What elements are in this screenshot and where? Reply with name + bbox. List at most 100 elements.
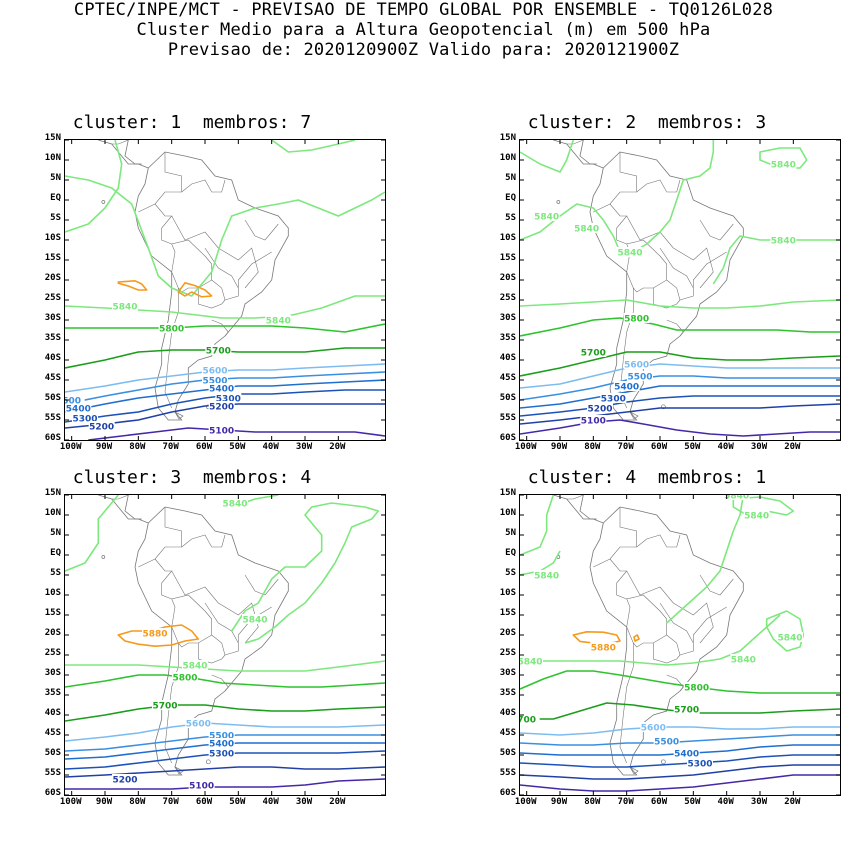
- contour-label-bg: [640, 722, 667, 732]
- lat-tick-label: 25S: [499, 293, 516, 303]
- lat-tick-label: 25S: [44, 648, 61, 658]
- lat-tick-label: 55S: [44, 413, 61, 423]
- contour-label: 5840: [724, 495, 749, 502]
- lon-tick-label: 90W: [95, 797, 113, 807]
- lon-tick-label: 40W: [262, 797, 279, 807]
- contour-label: 5840: [266, 317, 291, 327]
- lon-tick-label: 100W: [59, 797, 82, 807]
- map-frame: 5840 5840 5840 5840 5880 5840 5840 5800 5700 5600…: [519, 494, 841, 796]
- lat-tick-label: 30S: [499, 313, 516, 323]
- contour-label-bg: [208, 401, 235, 411]
- map-frame: 5840 5840 5840 5840 5840 5800 5700 5600 5500 5400…: [519, 139, 841, 441]
- contour-line: [177, 282, 213, 298]
- contour-line: [759, 147, 808, 169]
- contour-label-bg: [208, 738, 235, 748]
- contour-label: 5300: [209, 750, 234, 760]
- map-frame: 5840 5840 5800 5700 5600 5500 5400 5300 5200 5100…: [64, 139, 386, 441]
- lat-tick-label: 40S: [44, 353, 61, 363]
- lon-tick-label: 20W: [329, 442, 346, 452]
- lon-tick-label: 30W: [295, 442, 313, 452]
- lat-tick-label: 30S: [499, 668, 516, 678]
- contour-label: 5400: [614, 383, 639, 393]
- chart-title-line-1: CPTEC/INPE/MCT - PREVISAO DE TEMPO GLOBA…: [73, 0, 774, 20]
- contour-label: 5500: [202, 377, 227, 387]
- lat-tick-label: 60S: [499, 433, 516, 443]
- lat-tick-label: 15N: [44, 133, 61, 143]
- contour-label: 5840: [574, 225, 599, 235]
- contour-label-bg: [152, 700, 178, 710]
- lat-tick-label: 60S: [499, 788, 516, 798]
- contour-label: 5400: [674, 750, 699, 760]
- contour-label: 5840: [731, 656, 756, 666]
- contour-line: [520, 317, 840, 337]
- contour-label: 5400: [209, 385, 234, 395]
- lat-tick-label: EQ: [505, 548, 516, 558]
- lon-tick-label: 20W: [784, 797, 801, 807]
- contour-label: 5840: [242, 616, 267, 626]
- contour-label-bg: [533, 211, 560, 221]
- contour-label-bg: [182, 660, 208, 670]
- contour-line: [88, 427, 385, 440]
- contour-line: [765, 610, 805, 652]
- contour-label-bg: [580, 347, 607, 357]
- lon-tick-label: 70W: [162, 797, 179, 807]
- lat-tick-label: 10N: [499, 153, 516, 163]
- contour-label-bg: [653, 736, 680, 746]
- contour-line: [65, 323, 385, 333]
- panel-title: cluster: 1 membros: 7: [72, 112, 312, 133]
- contour-label: 5840: [771, 237, 796, 247]
- contour-label: 5880: [142, 630, 167, 640]
- contour-label-bg: [743, 510, 770, 520]
- lon-tick-label: 30W: [750, 442, 768, 452]
- contour-line: [65, 722, 385, 742]
- lon-tick-label: 80W: [584, 797, 601, 807]
- lat-tick-label: 15S: [499, 608, 516, 618]
- contour-label-bg: [687, 758, 713, 768]
- contour-line: [520, 395, 840, 417]
- lat-tick-label: 40S: [499, 708, 516, 718]
- contour-label: 5840: [744, 512, 769, 522]
- contour-line: [520, 363, 840, 389]
- lat-tick-label: 50S: [44, 393, 61, 403]
- contour-label: 5300: [687, 760, 712, 770]
- contour-line: [520, 351, 840, 377]
- contour-line: [666, 495, 745, 624]
- lon-tick-label: 60W: [650, 442, 668, 452]
- lat-tick-label: 10S: [499, 233, 516, 243]
- contour-label: 5300: [216, 395, 241, 405]
- contour-label: 5200: [89, 423, 114, 433]
- contour-label: 5600: [202, 367, 227, 377]
- contour-label-bg: [265, 315, 292, 325]
- contour-line: [732, 496, 795, 516]
- contour-label-bg: [208, 748, 235, 758]
- contour-lines: [520, 495, 840, 792]
- contour-label: 5400: [209, 740, 234, 750]
- lat-tick-label: 40S: [499, 353, 516, 363]
- contour-label-bg: [623, 359, 650, 369]
- lon-tick-label: 40W: [262, 442, 279, 452]
- map-svg: 5840584058005700560055005400530052005100…: [65, 140, 385, 440]
- contour-line: [520, 702, 840, 720]
- contour-label: 5840: [771, 161, 796, 171]
- contour-line: [520, 550, 561, 576]
- contour-line: [520, 774, 840, 792]
- contour-label-bg: [208, 730, 235, 740]
- contour-line: [65, 704, 385, 722]
- coastline: [98, 140, 289, 421]
- contour-label: 5600: [624, 361, 649, 371]
- contour-label-bg: [242, 614, 268, 624]
- lat-tick-label: 15N: [44, 488, 61, 498]
- lat-tick-label: 15S: [44, 608, 61, 618]
- contour-label: 5700: [152, 702, 177, 712]
- contour-label-bg: [600, 393, 627, 403]
- lon-tick-label: 90W: [550, 797, 568, 807]
- lat-tick-label: 35S: [499, 688, 516, 698]
- lon-tick-label: 80W: [584, 442, 601, 452]
- lat-tick-label: 35S: [44, 333, 61, 343]
- contour-labels: 5840584058005700560055005400530052005100…: [65, 301, 292, 437]
- contour-label: 5100: [209, 427, 234, 437]
- contour-label-bg: [770, 159, 797, 169]
- lon-tick-label: 50W: [684, 797, 701, 807]
- contour-label-bg: [112, 774, 138, 784]
- contour-line: [520, 419, 840, 437]
